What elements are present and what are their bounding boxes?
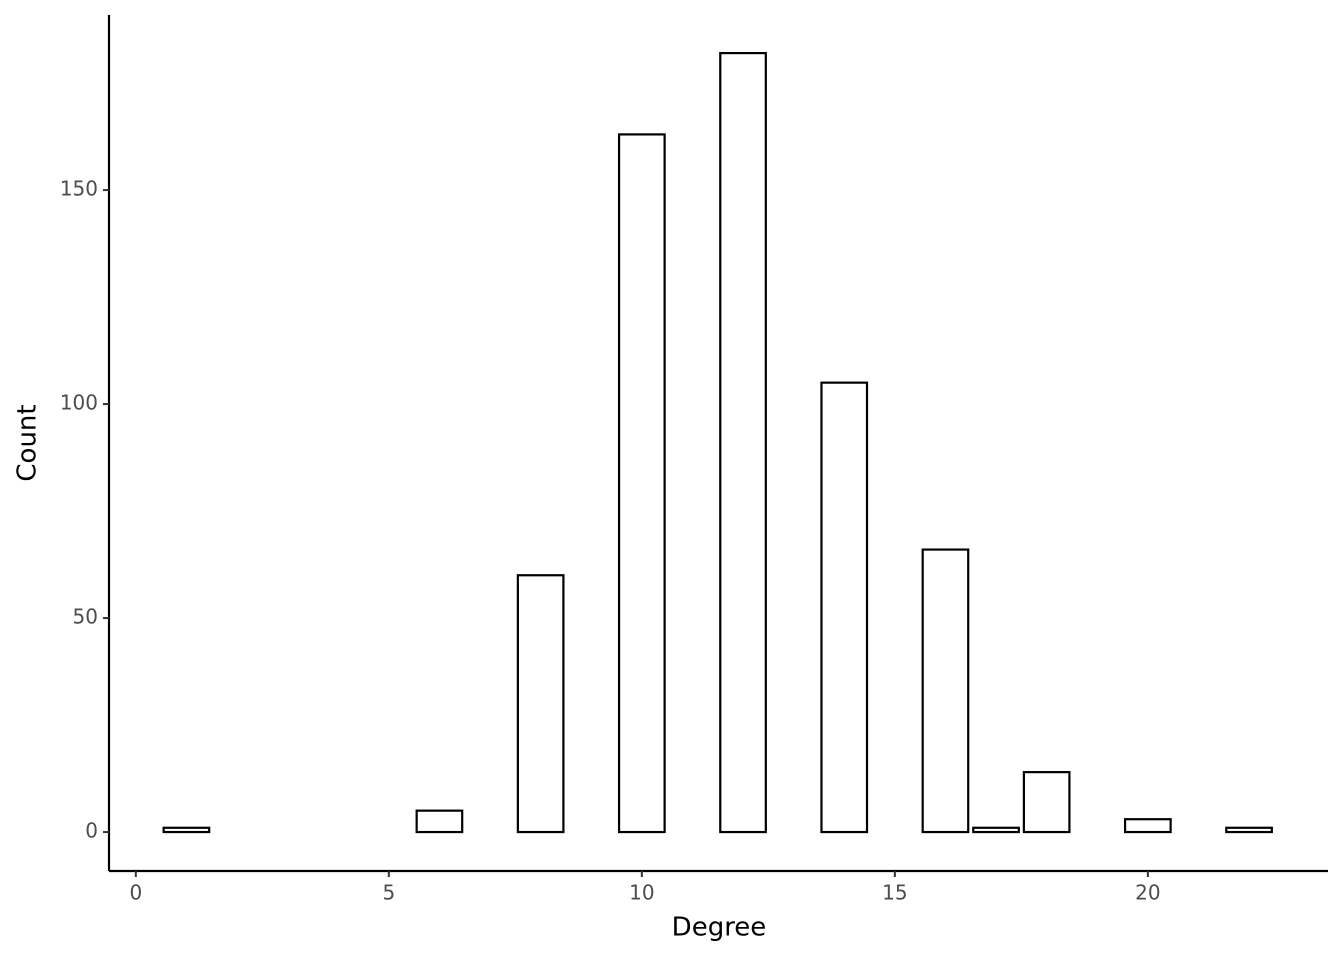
- bar: [617, 133, 666, 834]
- bar: [921, 548, 970, 834]
- y-tick-label: 0: [85, 819, 98, 843]
- x-axis-title: Degree: [672, 913, 767, 943]
- bar: [972, 826, 1020, 834]
- bar: [719, 51, 767, 834]
- bar: [1123, 818, 1172, 834]
- y-tick-label: 100: [60, 391, 98, 415]
- bar: [1225, 826, 1273, 834]
- bar: [415, 809, 464, 834]
- bar: [1022, 771, 1071, 834]
- bar: [162, 826, 211, 834]
- x-tick-label: 10: [629, 881, 654, 905]
- y-tick-label: 150: [60, 177, 98, 201]
- x-tick-label: 5: [382, 881, 395, 905]
- x-tick-label: 15: [882, 881, 907, 905]
- x-tick-label: 0: [129, 881, 142, 905]
- bar: [820, 381, 869, 834]
- y-tick-label: 50: [73, 605, 98, 629]
- bar: [516, 574, 565, 834]
- x-tick-label: 20: [1135, 881, 1160, 905]
- y-axis-title: Count: [13, 404, 43, 481]
